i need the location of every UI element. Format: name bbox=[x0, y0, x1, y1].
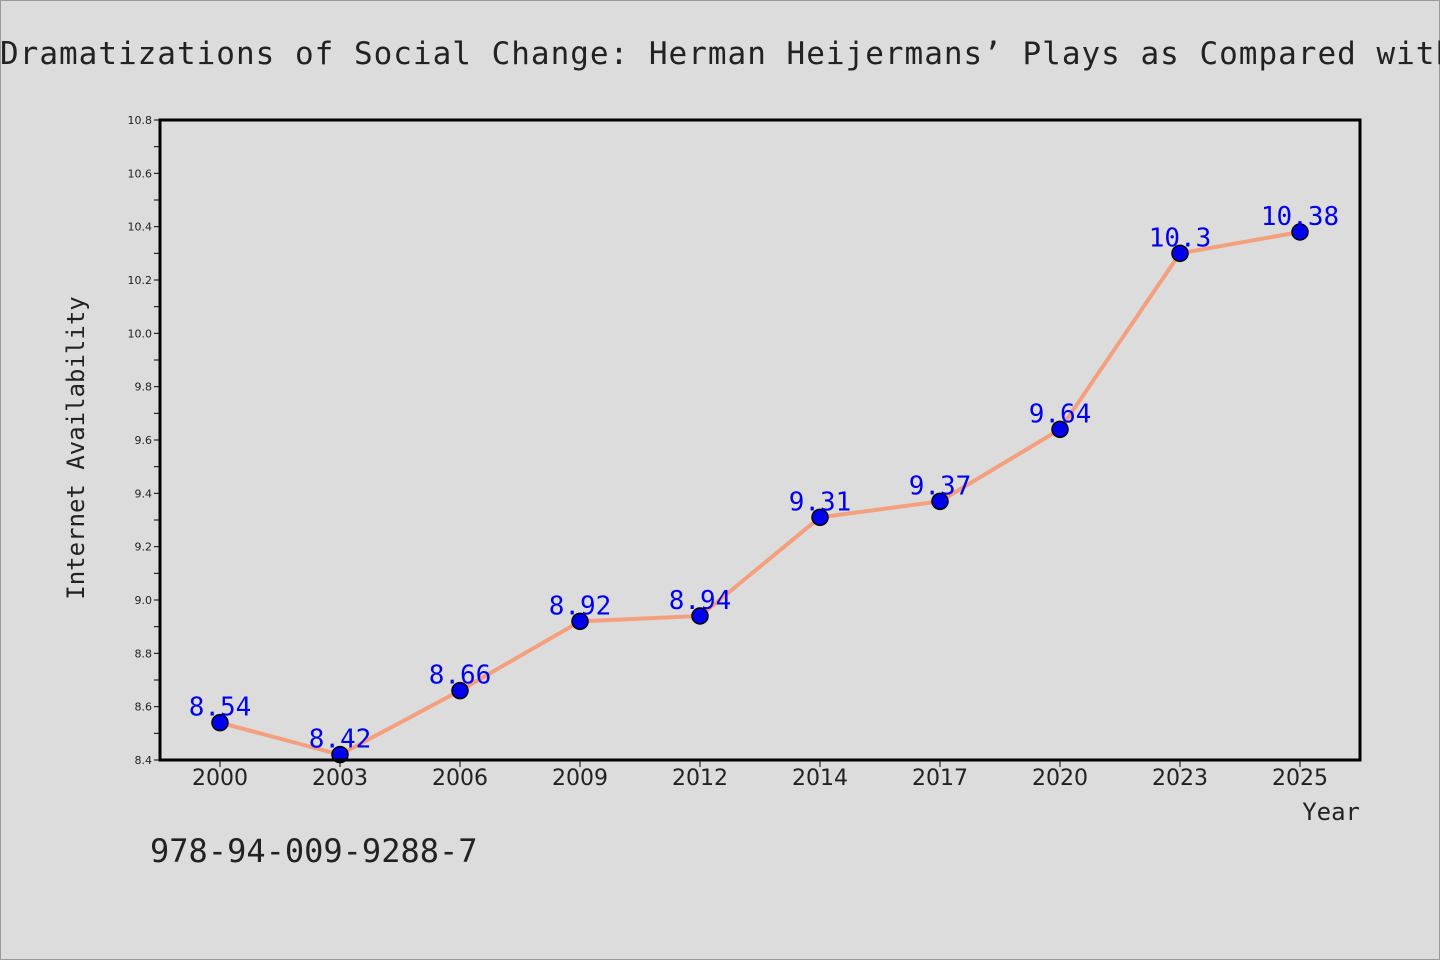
data-label: 9.64 bbox=[1029, 399, 1092, 429]
x-axis-ticks: 2000 2003 2006 2009 2012 2014 2017 2020 2023 2025 bbox=[192, 760, 1328, 791]
y-tick-label: 8.6 bbox=[135, 701, 153, 714]
chart-title: Dramatizations of Social Change: Herman … bbox=[0, 36, 1440, 72]
data-label: 10.38 bbox=[1261, 202, 1339, 232]
x-tick-label: 2006 bbox=[432, 766, 488, 791]
y-tick-label: 10.6 bbox=[128, 167, 153, 180]
plot-area-frame bbox=[158, 118, 1362, 762]
data-label: 10.3 bbox=[1149, 223, 1212, 253]
y-tick-label: 9.6 bbox=[135, 434, 153, 447]
x-tick-label: 2000 bbox=[192, 766, 248, 791]
x-tick-label: 2009 bbox=[552, 766, 608, 791]
y-tick-label: 10.0 bbox=[128, 327, 153, 340]
x-axis-label: Year bbox=[1302, 798, 1360, 826]
x-tick-label: 2012 bbox=[672, 766, 728, 791]
data-label: 9.31 bbox=[789, 487, 852, 517]
data-label: 8.42 bbox=[309, 725, 372, 755]
data-labels: 8.54 8.42 8.66 8.92 8.94 9.31 9.37 9.64 10.3 10.3… bbox=[189, 202, 1339, 755]
x-tick-label: 2017 bbox=[912, 766, 968, 791]
y-tick-label: 10.4 bbox=[128, 221, 153, 234]
data-point bbox=[451, 681, 469, 700]
x-tick-label: 2014 bbox=[792, 766, 848, 791]
y-tick-label: 9.0 bbox=[135, 594, 153, 607]
y-tick-label: 9.8 bbox=[135, 381, 153, 394]
data-label: 8.54 bbox=[189, 693, 252, 723]
x-tick-label: 2023 bbox=[1152, 766, 1208, 791]
y-axis-ticks: 8.4 8.6 8.8 9.0 9.2 9.4 9.6 9.8 10.0 10.2 10.4 10.6… bbox=[128, 114, 160, 767]
data-label: 8.94 bbox=[669, 586, 732, 616]
data-label: 8.92 bbox=[549, 591, 612, 621]
data-point bbox=[931, 492, 949, 511]
y-tick-label: 10.2 bbox=[128, 274, 153, 287]
series-line bbox=[219, 230, 1301, 757]
data-point bbox=[211, 713, 229, 732]
y-tick-label: 9.2 bbox=[135, 541, 153, 554]
data-point bbox=[1171, 244, 1189, 263]
data-point bbox=[1291, 223, 1309, 241]
y-tick-label: 8.4 bbox=[135, 754, 153, 767]
data-label: 8.66 bbox=[429, 661, 492, 691]
isbn-note: 978-94-009-9288-7 bbox=[150, 832, 478, 870]
x-tick-label: 2020 bbox=[1032, 766, 1088, 791]
x-tick-label: 2003 bbox=[312, 766, 368, 791]
data-point bbox=[691, 607, 709, 625]
x-tick-label: 2025 bbox=[1272, 766, 1328, 791]
data-point bbox=[811, 508, 829, 527]
data-point bbox=[1051, 420, 1069, 439]
y-tick-label: 10.8 bbox=[128, 114, 153, 127]
data-label: 9.37 bbox=[909, 471, 972, 501]
y-tick-label: 8.8 bbox=[135, 647, 153, 660]
data-markers bbox=[211, 223, 1309, 764]
data-point bbox=[571, 612, 589, 631]
y-tick-label: 9.4 bbox=[135, 487, 153, 500]
y-axis-label: Internet Availability bbox=[62, 296, 90, 599]
